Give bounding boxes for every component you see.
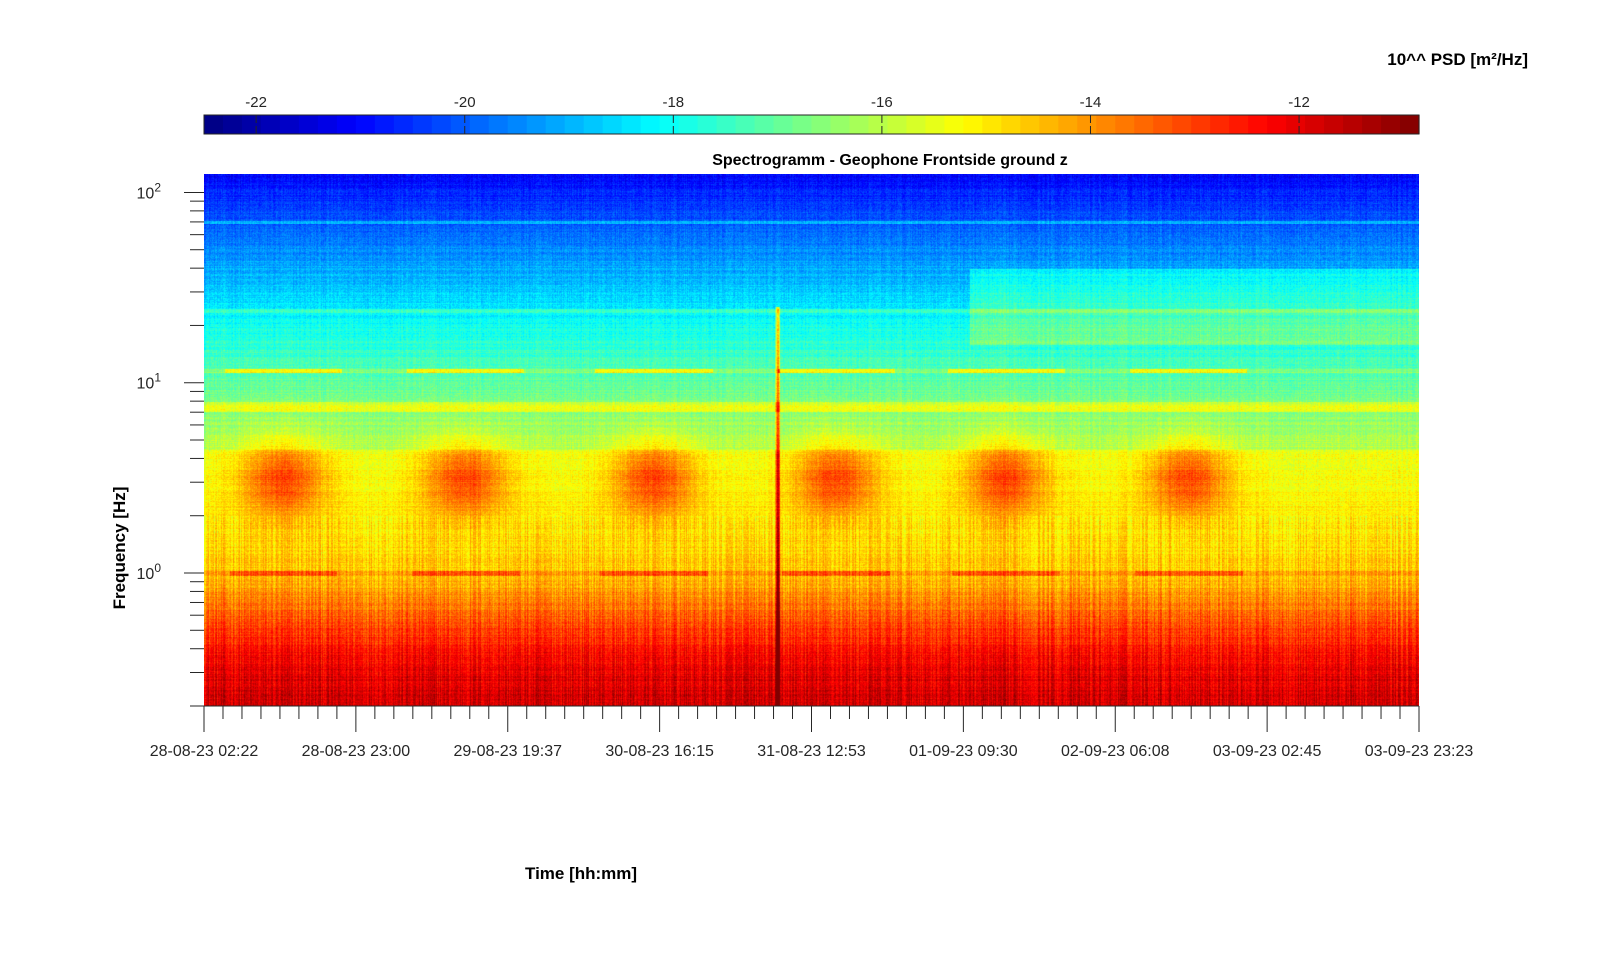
x-tick-label: 03-09-23 02:45 — [1213, 743, 1322, 760]
x-tick-label: 28-08-23 23:00 — [302, 743, 411, 760]
y-axis-label: Frequency [Hz] — [110, 486, 129, 610]
y-tick-label: 100 — [137, 561, 162, 583]
axes: 28-08-23 02:22 28-08-23 23:00 29-08-23 19:… — [137, 180, 1474, 760]
colorbar: -22 -20 -18 -16 -14 -12 — [203, 94, 1420, 135]
x-tick-label: 29-08-23 19:37 — [453, 743, 562, 760]
colorbar-tick-label: -20 — [454, 94, 476, 111]
y-tick-label: 101 — [137, 371, 162, 393]
x-tick-label: 28-08-23 02:22 — [150, 743, 259, 760]
spectrogram-image — [204, 174, 1419, 706]
colorbar-label: 10^^ PSD [m²/Hz] — [1387, 50, 1528, 69]
x-tick-label: 30-08-23 16:15 — [605, 743, 714, 760]
colorbar-frame — [203, 114, 1420, 135]
spectrogram-plot — [204, 174, 1419, 706]
y-tick-label: 102 — [137, 180, 162, 202]
colorbar-tick-label: -14 — [1080, 94, 1102, 111]
x-tick-label: 03-09-23 23:23 — [1365, 743, 1474, 760]
x-tick-label: 31-08-23 12:53 — [757, 743, 866, 760]
colorbar-tick-label: -18 — [662, 94, 684, 111]
x-tick-label: 02-09-23 06:08 — [1061, 743, 1170, 760]
colorbar-tick-label: -22 — [245, 94, 267, 111]
x-axis-label: Time [hh:mm] — [525, 864, 638, 883]
colorbar-tick-label: -16 — [871, 94, 893, 111]
colorbar-tick-label: -12 — [1288, 94, 1310, 111]
chart-title: Spectrogramm - Geophone Frontside ground… — [712, 152, 1068, 169]
x-tick-label: 01-09-23 09:30 — [909, 743, 1018, 760]
